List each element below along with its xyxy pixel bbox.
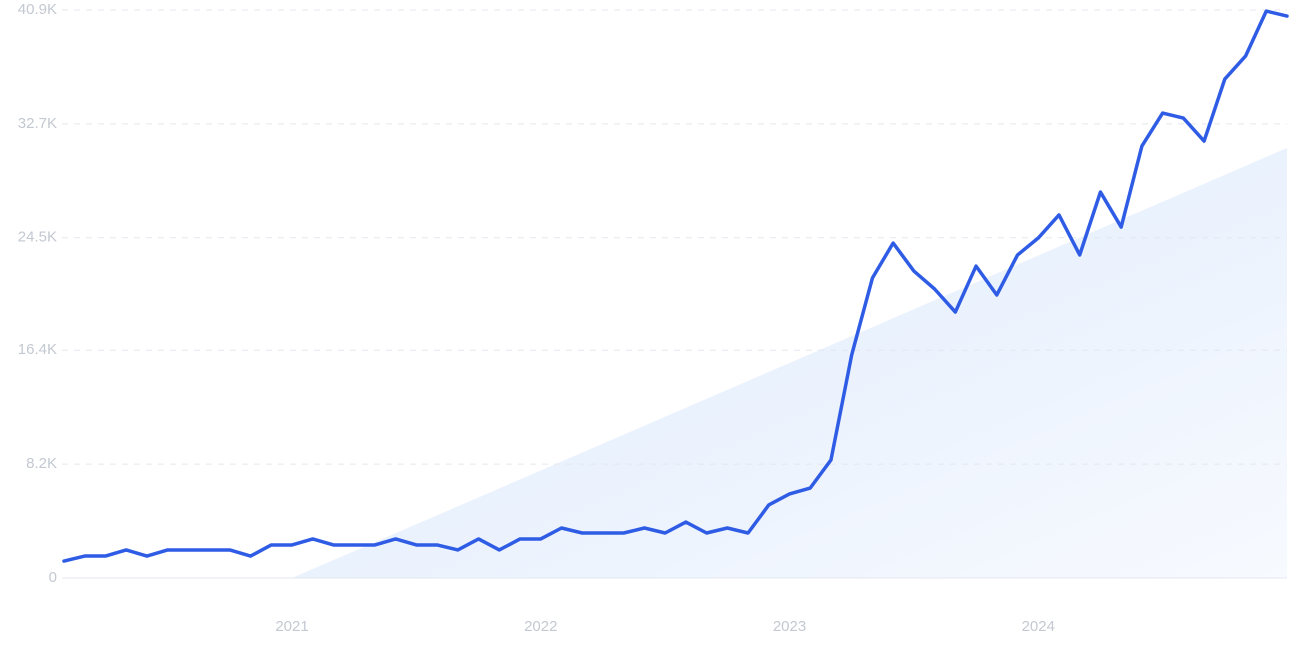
- y-tick-label: 8.2K: [26, 455, 57, 472]
- y-tick-label: 0: [49, 569, 57, 586]
- y-tick-label: 40.9K: [18, 1, 57, 18]
- x-tick-label: 2023: [773, 618, 806, 635]
- y-tick-label: 16.4K: [18, 341, 57, 358]
- x-tick-label: 2021: [275, 618, 308, 635]
- x-tick-label: 2022: [524, 618, 557, 635]
- y-tick-label: 32.7K: [18, 115, 57, 132]
- x-tick-label: 2024: [1022, 618, 1055, 635]
- y-tick-label: 24.5K: [18, 229, 57, 246]
- data-line: [62, 9, 1289, 563]
- trend-area: [292, 148, 1287, 578]
